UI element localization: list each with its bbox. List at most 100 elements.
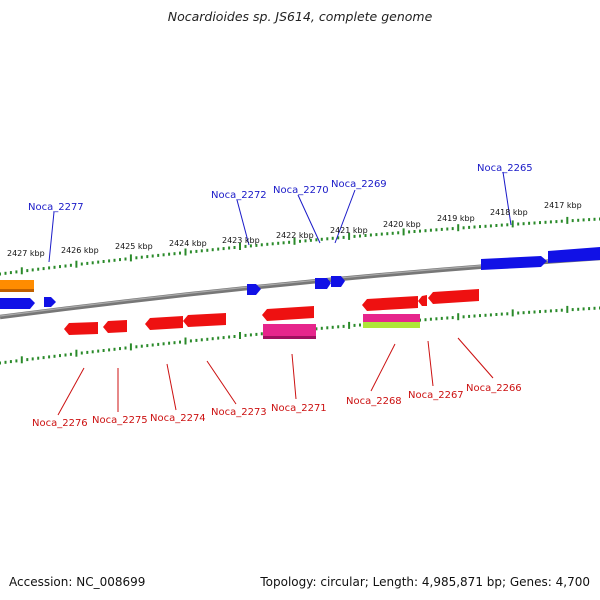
gene-label-noca-2275: Noca_2275 (92, 415, 148, 426)
ruler-tick (342, 235, 345, 239)
ruler-tick (124, 257, 127, 261)
ruler-tick (451, 227, 454, 231)
ruler-tick (440, 227, 443, 231)
forward-gene (247, 284, 261, 295)
ruler-label: 2424 kbp (169, 239, 207, 248)
ruler-tick (359, 323, 361, 327)
ruler-tick (184, 248, 187, 256)
ruler-tick (549, 309, 552, 313)
ruler-tick (517, 222, 520, 226)
ruler-tick (9, 271, 12, 275)
ruler-label: 2423 kbp (222, 236, 260, 245)
ruler-tick (566, 216, 569, 224)
gene-label-noca-2272: Noca_2272 (211, 190, 267, 201)
ruler-tick (266, 242, 269, 246)
ruler-tick (233, 246, 236, 249)
ruler-tick (37, 356, 40, 360)
ruler-tick (222, 247, 225, 251)
ruler-tick (53, 265, 56, 269)
ruler-tick (282, 241, 285, 245)
ruler-tick (539, 221, 541, 225)
ruler-tick (408, 230, 411, 234)
orange-gene (0, 280, 34, 289)
ruler-tick (446, 227, 449, 231)
ruler-tick (206, 248, 209, 252)
ruler-tick (228, 246, 231, 250)
ruler-tick (64, 353, 67, 357)
ruler-tick (549, 220, 552, 224)
gene-label-noca-2273: Noca_2273 (211, 407, 267, 418)
reverse-gene (362, 296, 418, 311)
ruler-tick (468, 225, 471, 229)
ruler-tick (20, 356, 23, 364)
gene-label-noca-2276: Noca_2276 (32, 418, 88, 429)
ruler-tick (429, 317, 432, 321)
ruler-tick (26, 358, 29, 362)
ruler-tick (168, 252, 171, 256)
ruler-tick (337, 236, 340, 240)
gene-label-noca-2277: Noca_2277 (28, 202, 84, 213)
ruler-tick (53, 354, 56, 358)
ruler-tick (528, 221, 531, 225)
reverse-gene (262, 306, 314, 321)
ruler-label: 2418 kbp (490, 208, 528, 217)
ruler-tick (331, 325, 334, 329)
forward-gene (481, 256, 547, 270)
ruler-tick (315, 327, 318, 331)
ruler-tick (48, 355, 51, 359)
ruler-tick (102, 349, 105, 352)
ruler-tick (249, 333, 252, 337)
ruler-tick (511, 309, 514, 317)
ruler-tick (222, 336, 225, 340)
ruler-tick (380, 232, 383, 236)
ruler-tick (211, 248, 214, 252)
ruler-tick (462, 315, 465, 319)
ruler-label: 2420 kbp (383, 220, 421, 229)
ruler-tick (195, 338, 198, 342)
ruler-tick (375, 233, 378, 237)
ruler-tick (522, 311, 525, 315)
ruler-tick (189, 339, 192, 343)
ruler-tick (239, 332, 241, 339)
ruler-label: 2422 kbp (276, 231, 314, 240)
ruler-tick (151, 254, 154, 258)
ruler-tick (146, 255, 149, 259)
ruler-tick (129, 343, 132, 351)
ruler-tick (342, 324, 345, 328)
ruler-tick (293, 237, 296, 245)
ruler-tick (544, 309, 547, 313)
ruler-top (0, 216, 600, 276)
ruler-tick (69, 352, 72, 356)
ruler-tick (80, 262, 83, 266)
ruler-tick (528, 310, 531, 314)
accession-text: Accession: NC_008699 (9, 575, 146, 589)
ruler-tick (4, 271, 7, 275)
ruler-tick (577, 218, 580, 222)
ruler-tick (582, 307, 585, 311)
ruler-tick (119, 347, 121, 351)
ruler-tick (500, 223, 503, 227)
reverse-gene (428, 289, 479, 304)
ruler-tick (277, 241, 280, 245)
ruler-tick (80, 351, 83, 355)
ruler-tick (9, 360, 12, 364)
reverse-gene (183, 313, 226, 327)
ruler-tick (75, 260, 78, 268)
ruler-tick (555, 220, 558, 224)
ruler-label: 2417 kbp (544, 201, 582, 210)
forward-gene (315, 278, 331, 289)
ruler-tick (462, 226, 465, 230)
ruler-tick (304, 239, 307, 243)
ruler-tick (533, 221, 536, 225)
gene-label-noca-2265: Noca_2265 (477, 163, 533, 174)
ruler-tick (424, 318, 427, 322)
ruler-tick (157, 253, 160, 257)
ruler-tick (0, 272, 1, 276)
ruler-tick (217, 336, 220, 340)
ruler-tick (228, 335, 231, 339)
ruler-tick (195, 249, 198, 253)
ruler-tick (173, 252, 176, 256)
ruler-tick (217, 247, 220, 251)
ruler-tick (593, 306, 596, 310)
ruler-tick (75, 349, 78, 357)
